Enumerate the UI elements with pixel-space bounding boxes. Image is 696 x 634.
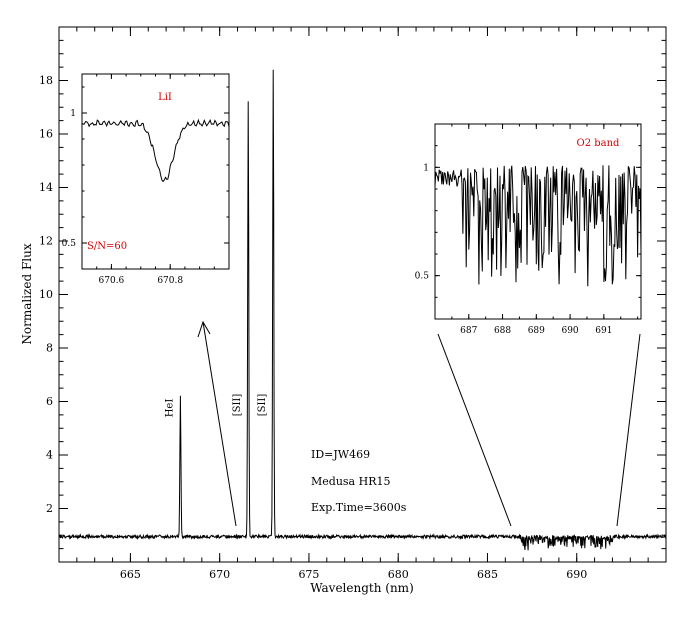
main-y-tick-label: 16 — [39, 128, 53, 141]
main-x-tick-label: 680 — [388, 568, 409, 581]
inset-lii-snr: S/N=60 — [87, 241, 127, 252]
inset-o2-x-tick-label: 691 — [595, 326, 612, 336]
zoom-connectors — [197, 320, 641, 527]
x-axis-title: Wavelength (nm) — [310, 581, 414, 595]
main-x-tick-label: 685 — [477, 568, 498, 581]
inset-o2-y-ticks: 0.51 — [415, 123, 641, 320]
inset-lii-x-tick-label: 670.6 — [99, 276, 125, 286]
emission-line-label: [SII] — [232, 394, 243, 417]
main-x-ticks: 665 670 675 680 685 690 — [58, 27, 667, 581]
main-spectrum — [58, 69, 667, 551]
connector-lii-arrowhead — [197, 320, 211, 338]
inset-lii-y-tick-label: 0.5 — [62, 239, 77, 249]
main-plot: 665 670 675 680 685 690 2 4 6 8 10 12 14 16 18 HeI [SI… — [20, 26, 667, 595]
inset-lii-x-tick-label: 670.8 — [157, 276, 183, 286]
main-x-tick-label: 665 — [120, 568, 141, 581]
inset-lii-title: LiI — [158, 92, 172, 103]
inset-o2-x-tick-label: 688 — [494, 326, 511, 336]
main-y-tick-label: 18 — [39, 74, 53, 87]
connector-o2-left — [437, 333, 512, 527]
inset-o2-x-tick-label: 690 — [561, 326, 578, 336]
annotation-instrument: Medusa HR15 — [311, 475, 390, 488]
main-x-tick-label: 670 — [209, 568, 230, 581]
annotation-id: ID=JW469 — [311, 448, 370, 461]
main-y-tick-label: 14 — [39, 181, 53, 194]
inset-o2: 687 688 689 690 691 0.51 O2 band — [415, 123, 642, 336]
connector-lii-line — [202, 321, 237, 527]
main-y-ticks: 2 4 6 8 10 12 14 16 18 — [39, 26, 666, 563]
main-x-tick-label: 690 — [566, 568, 587, 581]
y-axis-title: Normalized Flux — [20, 243, 34, 344]
inset-lii-x-ticks: 670.6 670.8 — [81, 74, 230, 286]
inset-o2-spectrum — [434, 165, 642, 287]
inset-o2-x-ticks: 687 688 689 690 691 — [434, 124, 639, 336]
emission-line-label: [SII] — [257, 394, 268, 417]
inset-lii: 670.6 670.8 0.51 LiI S/N=60 — [62, 73, 230, 286]
emission-line-labels: HeI [SII] [SII] — [164, 394, 268, 418]
inset-o2-x-tick-label: 687 — [460, 326, 477, 336]
emission-line-label: HeI — [164, 399, 175, 418]
main-y-tick-label: 8 — [46, 342, 53, 355]
inset-o2-y-tick-label: 0.5 — [415, 272, 430, 282]
main-y-tick-label: 10 — [39, 288, 53, 301]
inset-lii-spectrum-line — [81, 118, 230, 183]
main-spectrum-line — [58, 69, 667, 551]
main-x-tick-label: 675 — [298, 568, 319, 581]
inset-o2-x-tick-label: 689 — [528, 326, 545, 336]
inset-lii-spectrum — [81, 118, 230, 183]
main-y-tick-label: 2 — [46, 502, 53, 515]
inset-lii-frame — [81, 73, 230, 270]
main-y-tick-label: 12 — [39, 235, 53, 248]
main-y-tick-label: 6 — [46, 395, 53, 408]
connector-o2-right — [616, 333, 641, 527]
annotation-exptime: Exp.Time=3600s — [311, 501, 407, 514]
inset-o2-spectrum-line — [434, 165, 642, 287]
inset-lii-y-ticks: 0.51 — [62, 86, 229, 270]
inset-o2-title: O2 band — [577, 138, 621, 149]
inset-o2-y-tick-label: 1 — [423, 163, 429, 173]
main-y-tick-label: 4 — [46, 449, 53, 462]
inset-lii-y-tick-label: 1 — [70, 109, 76, 119]
